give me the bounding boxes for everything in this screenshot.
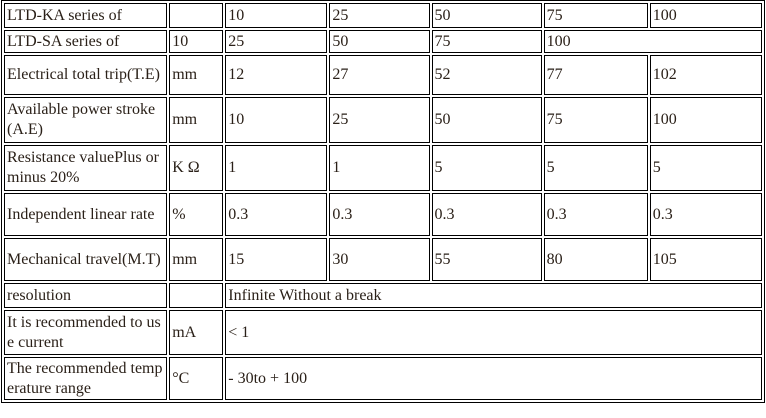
value-cell: 12 <box>225 55 328 95</box>
value-cell: 50 <box>431 3 542 28</box>
value-cell: 50 <box>329 30 430 53</box>
value-cell: 100 <box>649 97 762 143</box>
table-row: Independent linear rate% 0.3 0.3 0.3 0.3 0.3 <box>4 193 762 236</box>
value-cell: 102 <box>649 55 762 95</box>
value-cell: 27 <box>329 55 430 95</box>
table-row: LTD-KA series of 10 25 50 75 100 <box>4 3 762 28</box>
value-cell: 10 <box>225 3 328 28</box>
row-unit: mA <box>169 310 224 355</box>
row-unit: mm <box>169 238 224 281</box>
value-cell: 100 <box>543 30 762 53</box>
row-label: LTD-KA series of <box>4 3 168 28</box>
value-cell: 30 <box>329 238 430 281</box>
value-cell: 1 <box>329 145 430 191</box>
row-unit: % <box>169 193 224 236</box>
value-cell: 25 <box>329 3 430 28</box>
row-label: The recommended temperature range <box>4 357 168 400</box>
table-row: resolution Infinite Without a break <box>4 283 762 308</box>
row-label: Electrical total trip(T.E) <box>4 55 168 95</box>
value-cell: 25 <box>329 97 430 143</box>
spec-table: LTD-KA series of 10 25 50 75 100 LTD-SA series… <box>1 0 765 403</box>
row-unit: K Ω <box>169 145 224 191</box>
table-row: It is recommended to use current mA < 1 <box>4 310 762 355</box>
row-unit <box>169 283 224 308</box>
value-cell: 50 <box>431 97 542 143</box>
value-cell: 0.3 <box>225 193 328 236</box>
value-cell: 105 <box>649 238 762 281</box>
row-unit: mm <box>169 55 224 95</box>
row-label: It is recommended to use current <box>4 310 168 355</box>
row-label: Independent linear rate <box>4 193 168 236</box>
value-cell: 1 <box>225 145 328 191</box>
value-cell: 5 <box>649 145 762 191</box>
value-cell: 10 <box>225 97 328 143</box>
row-unit <box>169 3 224 28</box>
table-row: Electrical total trip(T.E) mm 12 27 52 77 102 <box>4 55 762 95</box>
value-cell: Infinite Without a break <box>225 283 762 308</box>
row-unit: 10 <box>169 30 224 53</box>
value-cell: - 30to + 100 <box>225 357 762 400</box>
row-label: LTD-SA series of <box>4 30 168 53</box>
table-row: Available power stroke(A.E) mm 10 25 50 75 100 <box>4 97 762 143</box>
table-row: LTD-SA series of 10 25 50 75 100 <box>4 30 762 53</box>
table-row: Mechanical travel(M.T) mm 15 30 55 80 105 <box>4 238 762 281</box>
value-cell: 75 <box>543 97 648 143</box>
value-cell: 0.3 <box>431 193 542 236</box>
value-cell: < 1 <box>225 310 762 355</box>
row-unit: mm <box>169 97 224 143</box>
row-label: resolution <box>4 283 168 308</box>
row-label: Available power stroke(A.E) <box>4 97 168 143</box>
value-cell: 25 <box>225 30 328 53</box>
value-cell: 75 <box>431 30 542 53</box>
value-cell: 0.3 <box>649 193 762 236</box>
value-cell: 5 <box>431 145 542 191</box>
value-cell: 5 <box>543 145 648 191</box>
value-cell: 75 <box>543 3 648 28</box>
row-label: Resistance valuePlus or minus 20% <box>4 145 168 191</box>
value-cell: 55 <box>431 238 542 281</box>
value-cell: 77 <box>543 55 648 95</box>
value-cell: 100 <box>649 3 762 28</box>
value-cell: 52 <box>431 55 542 95</box>
row-label: Mechanical travel(M.T) <box>4 238 168 281</box>
value-cell: 0.3 <box>543 193 648 236</box>
row-unit: °C <box>169 357 224 400</box>
value-cell: 0.3 <box>329 193 430 236</box>
value-cell: 15 <box>225 238 328 281</box>
table-row: The recommended temperature range °C - 30t… <box>4 357 762 400</box>
value-cell: 80 <box>543 238 648 281</box>
